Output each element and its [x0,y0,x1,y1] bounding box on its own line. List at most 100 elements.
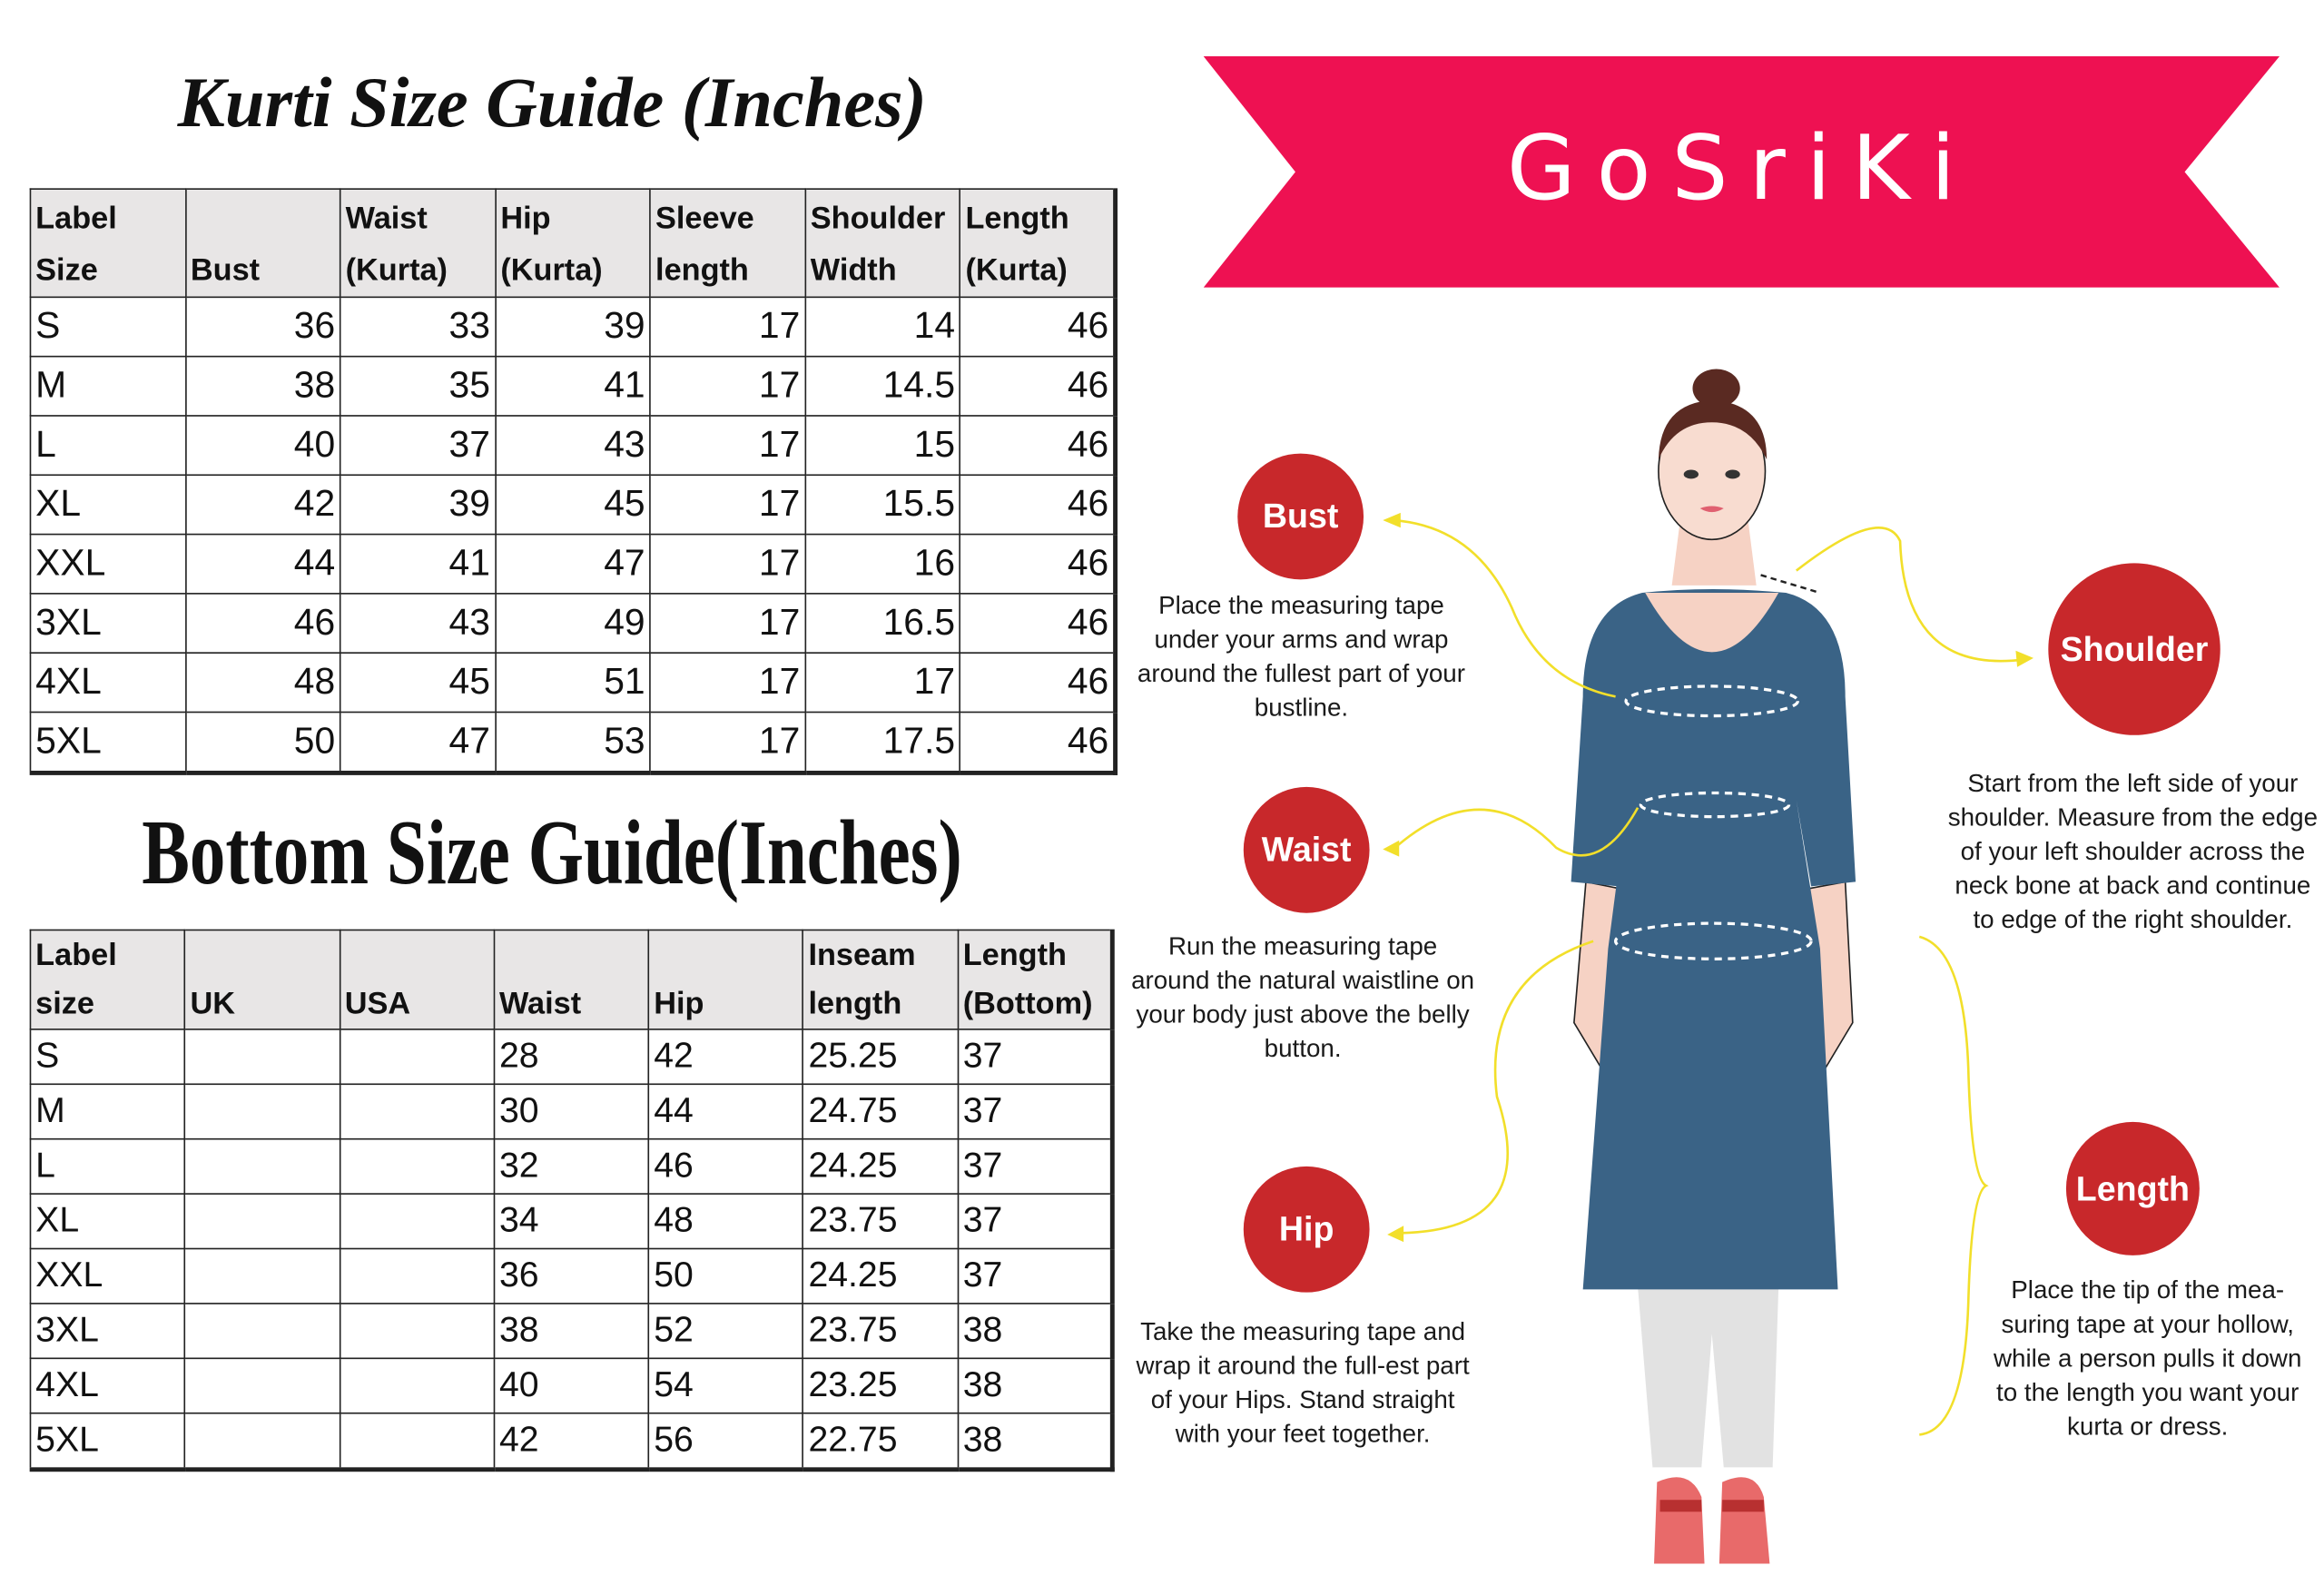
size-label-cell: L [29,1137,186,1195]
brand-logo: GoSriKi [1506,116,1976,222]
value-cell [339,1357,496,1414]
value-cell: 40 [493,1357,650,1414]
value-cell: 46 [959,355,1118,417]
value-cell: 50 [647,1247,804,1304]
value-cell [183,1357,340,1414]
header-row: Label size UK USA Waist Hip Inseam length Leng… [29,929,1115,1030]
column-header: Waist [493,929,650,1030]
column-header: Sleeve length [649,188,806,299]
column-header: Length (Bottom) [957,929,1115,1030]
value-cell: 38 [957,1412,1115,1472]
column-header: USA [339,929,496,1030]
value-cell: 46 [959,711,1118,775]
value-cell: 43 [494,415,652,477]
value-cell: 40 [184,415,341,477]
kurti-size-table: Label Size Bust Waist (Kurta) Hip (Kurta) Sl… [29,188,1118,775]
table-row: L 40 37 43 17 15 46 [29,415,1118,477]
table-row: XL 42 39 45 17 15.5 46 [29,474,1118,536]
value-cell: 44 [647,1083,804,1140]
value-cell: 37 [957,1193,1115,1250]
value-cell: 49 [494,593,652,654]
size-label-cell: XXL [29,1247,186,1304]
value-cell: 43 [340,593,497,654]
header-row: Label Size Bust Waist (Kurta) Hip (Kurta) Sl… [29,188,1118,299]
column-header: Hip (Kurta) [494,188,652,299]
value-cell: 41 [340,533,497,595]
value-cell: 39 [340,474,497,536]
value-cell: 23.25 [802,1357,959,1414]
value-cell: 47 [340,711,497,775]
value-cell: 17 [649,355,806,417]
bottom-size-table: Label size UK USA Waist Hip Inseam length Leng… [29,929,1115,1472]
value-cell: 35 [340,355,497,417]
value-cell: 41 [494,355,652,417]
column-header: Label size [29,929,186,1030]
value-cell: 56 [647,1412,804,1472]
size-label-cell: 4XL [29,1357,186,1414]
value-cell: 37 [957,1083,1115,1140]
column-header: Shoulder Width [804,188,961,299]
value-cell: 48 [184,652,341,714]
value-cell: 17 [649,593,806,654]
table-row: XXL 44 41 47 17 16 46 [29,533,1118,595]
value-cell: 46 [959,652,1118,714]
value-cell: 46 [959,296,1118,358]
value-cell [183,1193,340,1250]
column-header: Bust [184,188,341,299]
shoulder-badge: Shoulder [2048,563,2221,735]
value-cell [183,1412,340,1472]
value-cell: 22.75 [802,1412,959,1472]
value-cell: 15.5 [804,474,961,536]
bust-instructions: Place the measuring tape under your arms… [1137,591,1465,723]
kurti-title: Kurti Size Guide (Inches) [177,64,927,143]
column-header: Waist (Kurta) [340,188,497,299]
table-row: S 28 42 25.25 37 [29,1029,1115,1086]
value-cell: 17 [804,652,961,714]
size-label-cell: M [29,355,186,417]
size-label-cell: XL [29,1193,186,1250]
value-cell: 17 [649,474,806,536]
value-cell [339,1303,496,1360]
value-cell: 17 [649,711,806,775]
value-cell: 24.75 [802,1083,959,1140]
column-header: Length (Kurta) [959,188,1118,299]
table-row: M 38 35 41 17 14.5 46 [29,355,1118,417]
value-cell: 17 [649,533,806,595]
value-cell [339,1137,496,1195]
shoulder-instructions: Start from the left side of your shoulde… [1947,769,2319,934]
hip-instructions: Take the measuring tape and wrap it arou… [1136,1317,1470,1449]
value-cell: 47 [494,533,652,595]
bust-badge: Bust [1237,453,1364,580]
value-cell: 28 [493,1029,650,1086]
value-cell: 37 [957,1029,1115,1086]
value-cell: 38 [957,1357,1115,1414]
value-cell: 17.5 [804,711,961,775]
value-cell: 42 [493,1412,650,1472]
size-label-cell: 3XL [29,593,186,654]
size-label-cell: S [29,296,186,358]
value-cell: 23.75 [802,1303,959,1360]
column-header: Hip [647,929,804,1030]
value-cell: 36 [184,296,341,358]
value-cell: 15 [804,415,961,477]
value-cell: 42 [647,1029,804,1086]
size-label-cell: 4XL [29,652,186,714]
value-cell: 48 [647,1193,804,1250]
table-row: 5XL 42 56 22.75 38 [29,1412,1115,1472]
value-cell: 46 [959,474,1118,536]
value-cell: 39 [494,296,652,358]
column-header: Inseam length [802,929,959,1030]
value-cell: 53 [494,711,652,775]
brand-banner [1203,56,2280,288]
value-cell: 36 [493,1247,650,1304]
value-cell: 37 [340,415,497,477]
value-cell: 14 [804,296,961,358]
table-row: XL 34 48 23.75 37 [29,1193,1115,1250]
length-instructions: Place the tip of the mea-suring tape at … [1993,1275,2302,1441]
value-cell: 44 [184,533,341,595]
value-cell: 46 [959,533,1118,595]
value-cell: 23.75 [802,1193,959,1250]
value-cell: 34 [493,1193,650,1250]
